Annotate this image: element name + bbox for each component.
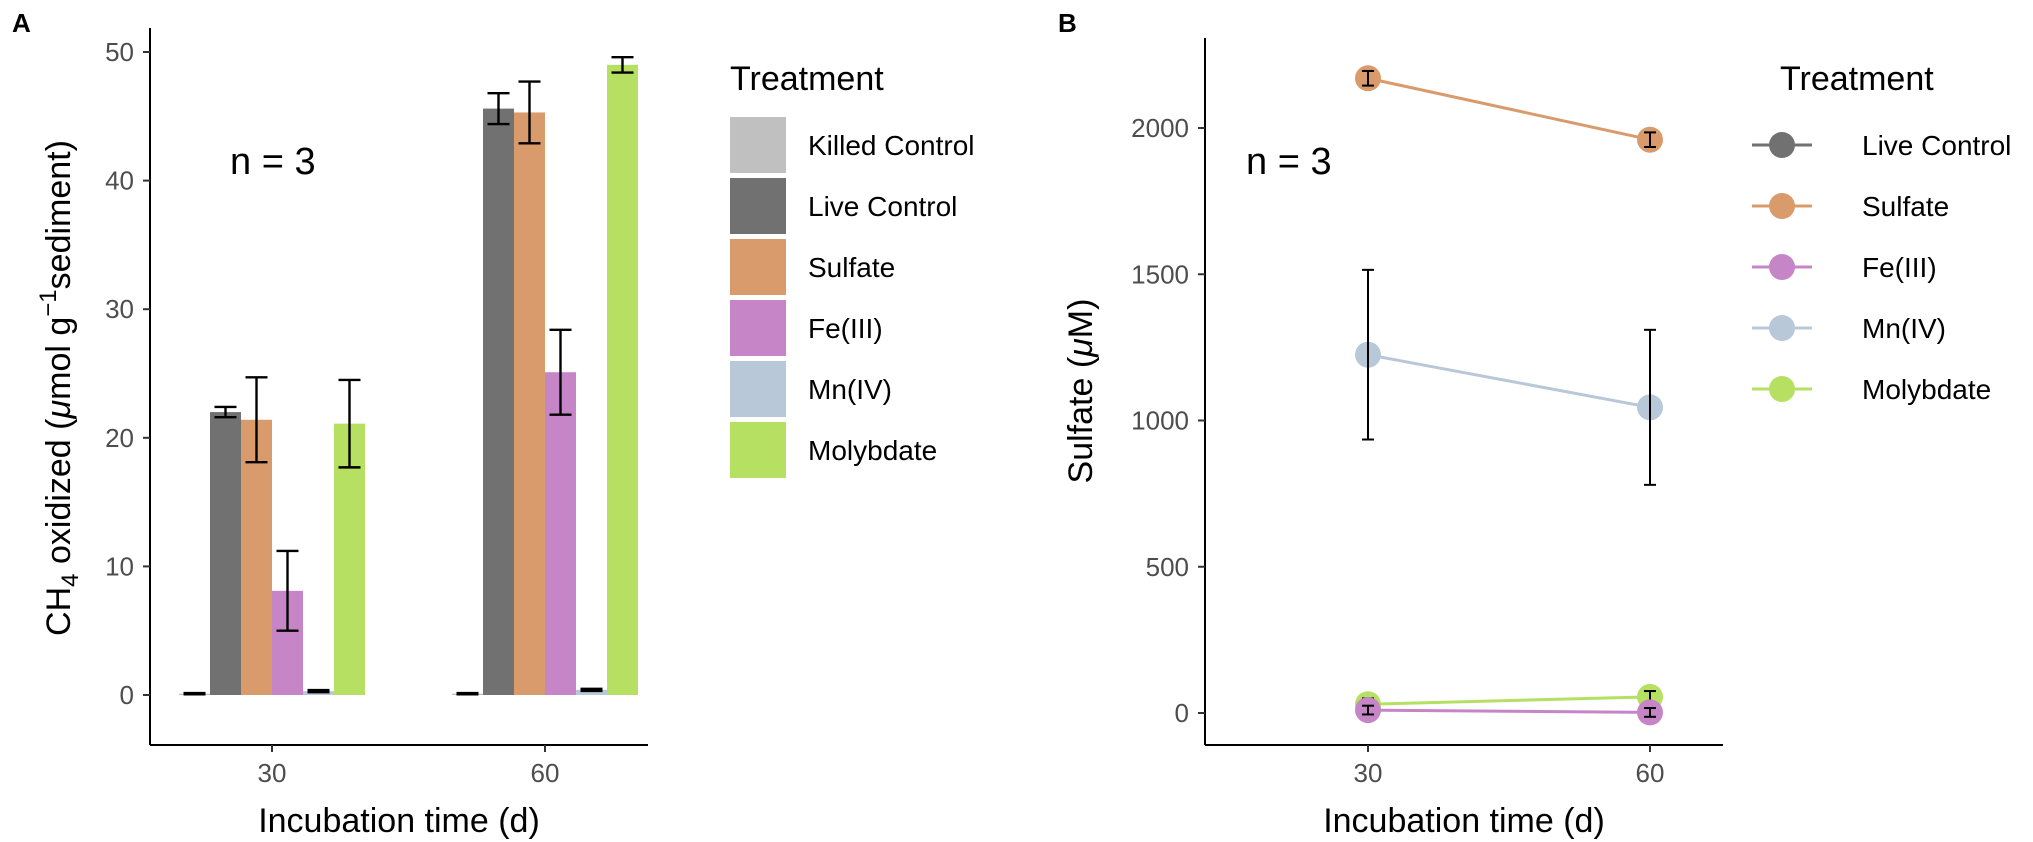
panel-b-ylabel-mu: μ [1062, 338, 1100, 358]
panel-b-y-tick-label: 0 [1175, 698, 1189, 728]
line-sulfate [1367, 76, 1651, 142]
legend-key-mn-iv [730, 361, 786, 417]
legend-marker-live-control [1769, 132, 1795, 158]
panel-b-y-ticks: 0 500 1000 1500 2000 [1131, 113, 1205, 728]
bar-sulfate-30 [241, 419, 272, 695]
panel-b-y-axis-title: Sulfate (μM) [1062, 299, 1100, 484]
legend-label-sulfate: Sulfate [808, 252, 895, 283]
panel-a-ylabel-mu: μ [40, 400, 78, 420]
bar-sulfate-60 [514, 112, 545, 695]
panel-a-x-tick-label: 60 [531, 758, 560, 788]
legend-label-fe-iii: Fe(III) [808, 313, 883, 344]
panel-b-x-tick-label: 60 [1636, 758, 1665, 788]
panel-a-y-tick-label: 50 [105, 37, 134, 67]
panel-b-legend: Treatment Live Control Sulfate Fe(III) Mn(I… [1752, 60, 2011, 405]
legend-label-molybdate: Molybdate [808, 435, 937, 466]
legend-label-mn-iv: Mn(IV) [1862, 313, 1946, 344]
panel-a-ylabel-post: sediment) [40, 140, 78, 289]
legend-key-live-control [730, 178, 786, 234]
legend-key-molybdate [730, 422, 786, 478]
legend-label-live-control: Live Control [1862, 130, 2011, 161]
panel-a-x-ticks: 30 60 [258, 745, 560, 788]
panel-a-ylabel-pre: CH [40, 587, 78, 636]
panel-a: A n = 3 0 10 20 30 40 50 30 60 Incubation time… [12, 8, 975, 840]
legend-label-sulfate: Sulfate [1862, 191, 1949, 222]
legend-key-killed-control [730, 117, 786, 173]
panel-b-letter: B [1058, 8, 1077, 38]
panel-b-y-tick-label: 1000 [1131, 406, 1189, 436]
legend-label-mn-iv: Mn(IV) [808, 374, 892, 405]
bar-molybdate-60 [607, 64, 638, 696]
legend-key-sulfate [730, 239, 786, 295]
panel-a-ylabel-mid: oxidized ( [40, 418, 78, 574]
bar-molybdate-30 [334, 423, 365, 695]
legend-label-live-control: Live Control [808, 191, 957, 222]
panel-a-x-tick-label: 30 [258, 758, 287, 788]
panel-a-y-tick-label: 10 [105, 551, 134, 581]
legend-label-fe-iii: Fe(III) [1862, 252, 1937, 283]
legend-key-fe-iii [730, 300, 786, 356]
line-molybdate [1367, 695, 1651, 706]
bar-live-control-60 [483, 108, 514, 696]
line-mn-iv [1367, 353, 1651, 409]
legend-marker-fe-iii [1769, 254, 1795, 280]
panel-b-ylabel-post: M) [1062, 299, 1100, 339]
legend-label-killed-control: Killed Control [808, 130, 975, 161]
panel-b-legend-title: Treatment [1780, 60, 1934, 98]
panel-b-y-tick-label: 1500 [1131, 259, 1189, 289]
legend-marker-sulfate [1769, 193, 1795, 219]
panel-a-y-axis-title: CH4 oxidized (μmol g−1sediment) [35, 140, 84, 636]
bar-live-control-30 [210, 412, 241, 695]
panel-a-y-tick-label: 30 [105, 294, 134, 324]
panel-b-ylabel-pre: Sulfate ( [1062, 356, 1100, 483]
panel-b-series [1355, 65, 1663, 726]
panel-a-ylabel-unit: mol g [40, 317, 78, 400]
bar-fe-iii-60 [545, 372, 576, 695]
panel-b-x-ticks: 30 60 [1354, 745, 1665, 788]
line-fe-iii [1367, 708, 1651, 714]
bar-mn-iv-60 [576, 689, 607, 695]
panel-a-ylabel-sup: −1 [35, 289, 62, 316]
legend-marker-mn-iv [1769, 315, 1795, 341]
panel-a-n-annotation: n = 3 [230, 141, 316, 183]
panel-a-letter: A [12, 8, 31, 38]
panel-a-legend: Treatment Killed Control Live Control Sulf… [730, 60, 975, 478]
panel-a-legend-title: Treatment [730, 60, 884, 98]
panel-b-x-axis-title: Incubation time (d) [1323, 802, 1605, 840]
panel-b-x-tick-label: 30 [1354, 758, 1383, 788]
panel-b: B n = 3 0 500 1000 1500 2000 30 60 Incubation… [1058, 8, 2011, 840]
panel-b-y-tick-label: 500 [1146, 552, 1189, 582]
panel-a-ylabel-sub: 4 [57, 573, 84, 586]
panel-a-y-ticks: 0 10 20 30 40 50 [105, 37, 150, 710]
legend-label-molybdate: Molybdate [1862, 374, 1991, 405]
panel-a-error-bars [183, 55, 634, 696]
panel-a-y-tick-label: 40 [105, 166, 134, 196]
panel-a-x-axis-title: Incubation time (d) [258, 802, 540, 840]
panel-a-y-tick-label: 20 [105, 423, 134, 453]
panel-b-y-tick-label: 2000 [1131, 113, 1189, 143]
legend-marker-molybdate [1769, 376, 1795, 402]
panel-a-y-tick-label: 0 [120, 680, 134, 710]
panel-b-n-annotation: n = 3 [1246, 141, 1332, 183]
